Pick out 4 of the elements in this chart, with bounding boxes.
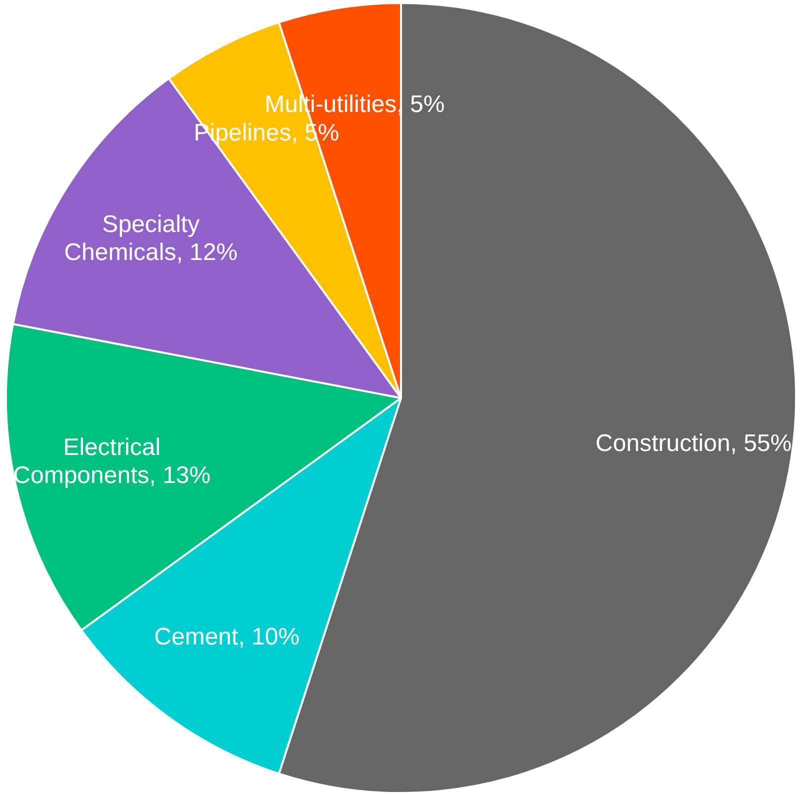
slice-label: Cement, 10%	[154, 623, 300, 650]
slice-label: Construction, 55%	[596, 430, 792, 457]
slice-label: Specialty Chemicals, 12%	[64, 210, 238, 266]
slice-label: Electrical Components, 13%	[13, 434, 211, 490]
